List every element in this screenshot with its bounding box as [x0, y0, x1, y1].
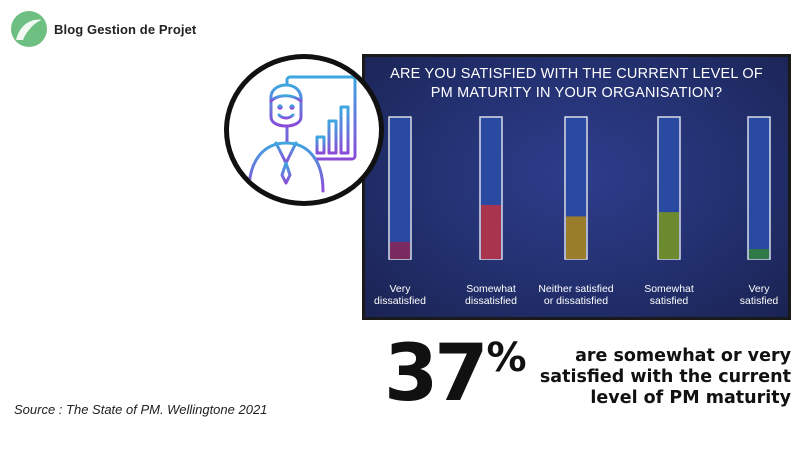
manager-chart-avatar-icon: [247, 75, 357, 193]
brand: Blog Gestion de Projet: [10, 10, 196, 48]
bar-fill: [481, 205, 501, 259]
brand-name: Blog Gestion de Projet: [54, 21, 197, 37]
stat-number: 37: [384, 329, 489, 419]
stat-description: are somewhat or very satisfied with the …: [539, 346, 791, 408]
category-label: Very: [389, 283, 411, 295]
stat-percent-sign: %: [486, 335, 527, 381]
category-label: or dissatisfied: [544, 295, 608, 307]
avatar-illustration: [224, 54, 384, 206]
category-label: Somewhat: [466, 283, 516, 295]
bar-fill: [749, 249, 769, 259]
bar-fill: [566, 216, 586, 259]
bar-track: [388, 116, 412, 260]
chart-title-line-1: ARE YOU SATISFIED WITH THE CURRENT LEVEL…: [390, 66, 763, 82]
bar-chart: VerydissatisfiedSomewhatdissatisfiedNeit…: [374, 116, 779, 307]
stat-percentage: 37%: [384, 335, 527, 413]
category-label: Very: [748, 283, 770, 295]
category-label: satisfied: [740, 295, 779, 307]
category-label: Somewhat: [644, 283, 694, 295]
survey-chart-panel: Very dissatisfied Somewhat dissatisfied Neit…: [362, 54, 791, 320]
bar-fill: [659, 212, 679, 259]
category-label: satisfied: [650, 295, 689, 307]
bar-track: [747, 116, 771, 260]
leaf-logo-icon: [11, 11, 47, 47]
chart-title: ARE YOU SATISFIED WITH THE CURRENT LEVEL…: [365, 65, 788, 103]
category-label: Neither satisfied: [538, 283, 613, 295]
source-citation: Source : The State of PM. Wellingtone 20…: [14, 402, 268, 417]
chart-title-line-2: PM MATURITY IN YOUR ORGANISATION?: [430, 85, 723, 101]
bar-fill: [390, 241, 410, 259]
category-label: dissatisfied: [465, 295, 517, 307]
category-label: dissatisfied: [374, 295, 426, 307]
